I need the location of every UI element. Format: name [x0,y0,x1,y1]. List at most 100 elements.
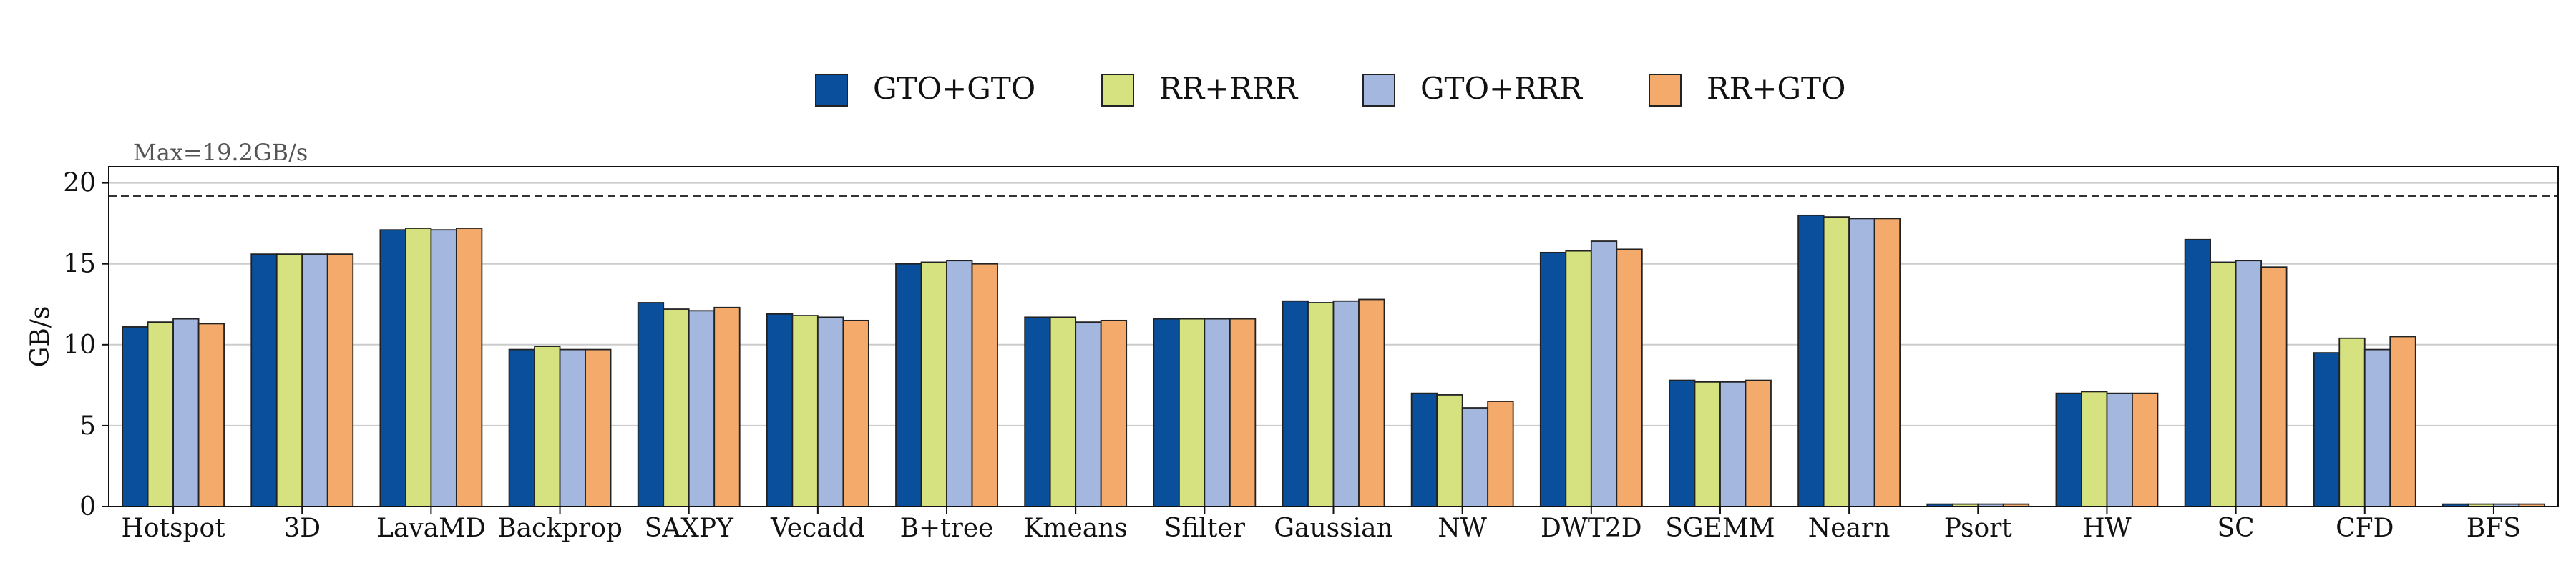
bar-backprop-rr-gto [585,348,612,507]
legend: GTO+GTO RR+RRR GTO+RRR RR+GTO [815,71,1845,107]
y-tick-label-20: 20 [63,169,96,198]
bar-hotspot-gto-rrr [172,318,200,507]
bar-hotspot-rr-gto [197,323,225,507]
bar-saxpy-gto-rrr [688,310,716,507]
y-axis: 0 5 10 15 20 [63,169,109,522]
annotation: Max=19.2GB/s [109,139,2558,197]
bar-3d-gto-gto [250,253,278,507]
bar-hw-gto-gto [2055,392,2082,507]
bar-cfd-rr-rrr [2338,337,2366,507]
bar-cfd-gto-rrr [2363,348,2391,507]
bar-sfilter-gto-gto [1153,318,1180,507]
bar-hotspot-rr-rrr [147,321,174,507]
x-tick-label-sgemm: SGEMM [1665,514,1775,543]
bar-lavamd-gto-rrr [430,229,457,507]
x-tick-label-btree: B+tree [900,514,994,543]
bar-nw-rr-rrr [1436,394,1463,507]
legend-swatch-rr-rrr [1101,74,1134,107]
bar-cfd-gto-gto [2313,352,2341,507]
bar-nw-gto-gto [1410,392,1438,507]
bar-3d-rr-gto [326,253,354,507]
max-bandwidth-label: Max=19.2GB/s [133,139,308,166]
bar-3d-gto-rrr [301,253,328,507]
bar-dwt2d-rr-gto [1616,248,1643,507]
x-tick-label-lavamd: LavaMD [376,514,486,543]
legend-label-gto-gto: GTO+GTO [873,71,1035,106]
legend-label-rr-rrr: RR+RRR [1159,71,1299,106]
x-tick-label-dwt2d: DWT2D [1541,514,1642,543]
bar-saxpy-gto-gto [637,302,665,507]
legend-swatch-gto-rrr [1362,74,1395,107]
bar-sgemm-gto-gto [1669,379,1696,507]
x-tick-label-hw: HW [2082,514,2131,543]
x-tick-label-vecadd: Vecadd [770,514,865,543]
bar-sc-gto-gto [2184,238,2212,507]
bar-backprop-gto-rrr [559,348,586,507]
bar-sc-gto-rrr [2235,260,2263,507]
x-tick-label-sc: SC [2217,514,2254,543]
bar-backprop-rr-rrr [534,346,561,507]
bar-gaussian-rr-rrr [1307,302,1335,507]
bars [122,214,2545,507]
bar-sfilter-rr-rrr [1178,318,1206,507]
bar-sfilter-rr-gto [1229,318,1257,507]
bar-backprop-gto-gto [508,348,535,507]
bar-vecadd-gto-rrr [816,316,844,507]
bar-sc-rr-rrr [2210,261,2237,507]
y-tick-label-10: 10 [63,331,96,360]
y-tick-label-5: 5 [79,411,96,441]
bar-sgemm-rr-gto [1745,379,1772,507]
x-tick-label-psort: Psort [1944,514,2013,543]
x-tick-label-3d: 3D [283,514,321,543]
x-tick-label-backprop: Backprop [497,514,623,543]
x-tick-label-bfs: BFS [2467,514,2521,543]
bar-hotspot-gto-gto [122,326,149,507]
bar-cfd-rr-gto [2389,336,2416,507]
bar-nw-rr-gto [1487,401,1514,507]
x-axis: Hotspot 3D LavaMD Backprop SAXPY Vecadd B+tree… [121,507,2521,543]
legend-label-gto-rrr: GTO+RRR [1420,71,1583,106]
bar-gaussian-gto-gto [1282,300,1309,507]
bar-vecadd-gto-gto [766,313,794,507]
bar-lavamd-gto-gto [379,229,406,507]
y-tick-label-15: 15 [63,250,96,279]
x-tick-label-saxpy: SAXPY [645,514,735,543]
bar-btree-rr-rrr [920,261,947,507]
bar-kmeans-rr-rrr [1049,316,1077,507]
x-tick-label-nw: NW [1438,514,1487,543]
bar-sgemm-rr-rrr [1694,381,1721,507]
bar-lavamd-rr-rrr [404,228,432,507]
bar-sfilter-gto-rrr [1204,318,1231,507]
bar-nearn-gto-gto [1797,214,1825,507]
bar-saxpy-rr-rrr [663,308,690,507]
x-tick-label-nearn: Nearn [1808,514,1890,543]
bar-kmeans-rr-gto [1100,319,1128,507]
bar-gaussian-gto-rrr [1332,300,1360,507]
x-tick-label-gaussian: Gaussian [1274,514,1393,543]
y-tick-label-0: 0 [79,492,96,522]
bar-dwt2d-rr-rrr [1565,250,1592,507]
bar-btree-rr-gto [971,263,998,507]
bar-hw-rr-rrr [2081,391,2108,507]
y-axis-label: GB/s [26,306,55,368]
legend-label-rr-gto: RR+GTO [1707,71,1845,106]
bar-saxpy-rr-gto [713,306,741,507]
x-tick-label-cfd: CFD [2336,514,2394,543]
bar-dwt2d-gto-rrr [1590,240,1618,507]
bar-kmeans-gto-gto [1024,316,1051,507]
bar-nearn-gto-rrr [1848,218,1875,507]
bar-sgemm-gto-rrr [1719,381,1747,507]
x-tick-label-hotspot: Hotspot [121,514,225,543]
bar-vecadd-rr-rrr [791,315,819,507]
bar-hw-gto-rrr [2106,392,2133,507]
bar-3d-rr-rrr [275,253,303,507]
x-tick-label-sfilter: Sfilter [1164,514,1246,543]
legend-swatch-rr-gto [1649,74,1682,107]
bar-kmeans-gto-rrr [1075,321,1102,507]
x-tick-label-kmeans: Kmeans [1023,514,1127,543]
bar-nearn-rr-rrr [1823,216,1850,507]
bar-nw-gto-rrr [1461,407,1489,507]
bar-dwt2d-gto-gto [1539,251,1567,507]
